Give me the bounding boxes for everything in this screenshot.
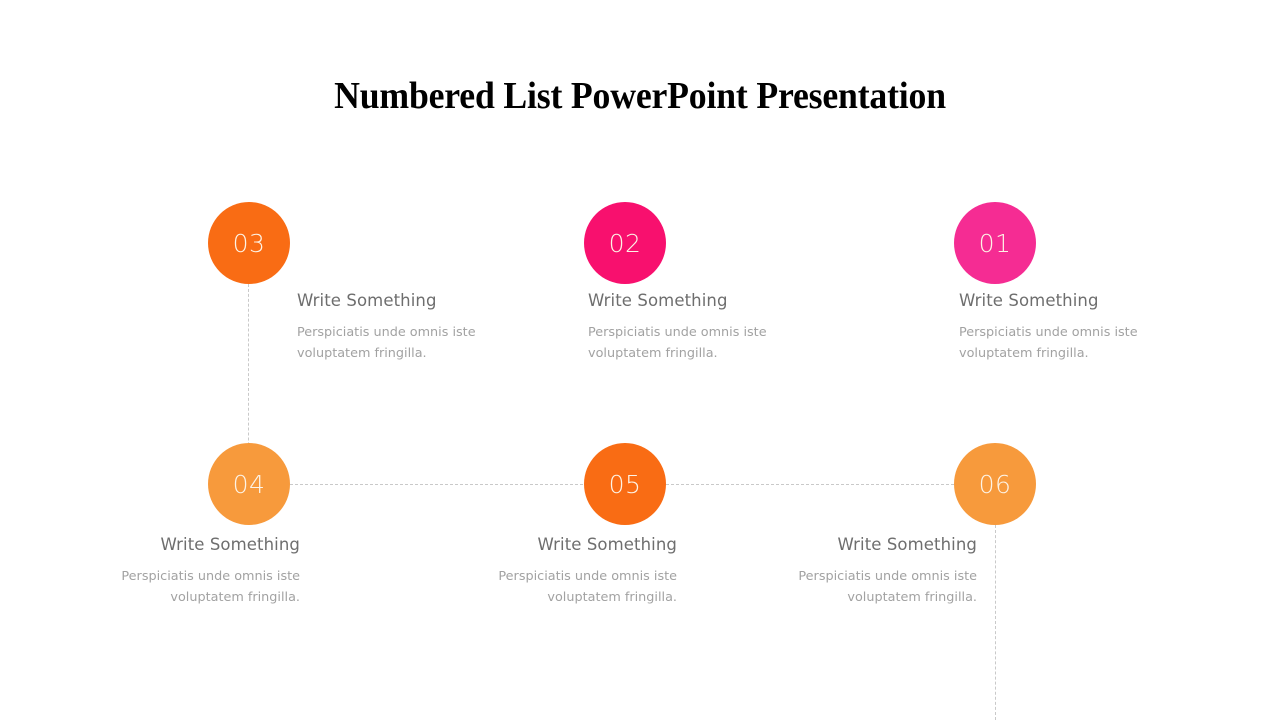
item-text-04: Write Something Perspiciatis unde omnis …: [88, 535, 300, 608]
item-body-06: Perspiciatis unde omnis iste voluptatem …: [798, 569, 977, 605]
number-circle-03-label: 03: [232, 228, 266, 258]
item-text-01: Write Something Perspiciatis unde omnis …: [959, 291, 1171, 364]
item-heading-02: Write Something: [588, 291, 728, 310]
number-circle-04[interactable]: 04: [208, 443, 290, 525]
number-circle-02-label: 02: [608, 228, 642, 258]
item-heading-05: Write Something: [537, 535, 677, 554]
item-heading-06: Write Something: [837, 535, 977, 554]
number-circle-03[interactable]: 03: [208, 202, 290, 284]
number-circle-01[interactable]: 01: [954, 202, 1036, 284]
item-text-06: Write Something Perspiciatis unde omnis …: [765, 535, 977, 608]
item-text-05: Write Something Perspiciatis unde omnis …: [465, 535, 677, 608]
number-circle-04-label: 04: [232, 469, 266, 499]
item-text-03: Write Something Perspiciatis unde omnis …: [297, 291, 509, 364]
item-text-02: Write Something Perspiciatis unde omnis …: [588, 291, 800, 364]
connector-03-to-04: [248, 284, 249, 485]
number-circle-01-label: 01: [978, 228, 1012, 258]
connector-04-to-05: [290, 484, 583, 485]
item-heading-04: Write Something: [160, 535, 300, 554]
number-circle-05[interactable]: 05: [584, 443, 666, 525]
item-heading-01: Write Something: [959, 291, 1099, 310]
item-body-05: Perspiciatis unde omnis iste voluptatem …: [498, 569, 677, 605]
page-title: Numbered List PowerPoint Presentation: [334, 75, 946, 117]
item-body-04: Perspiciatis unde omnis iste voluptatem …: [121, 569, 300, 605]
connector-06-downward: [995, 525, 996, 720]
item-body-03: Perspiciatis unde omnis iste voluptatem …: [297, 325, 476, 361]
item-body-01: Perspiciatis unde omnis iste voluptatem …: [959, 325, 1138, 361]
number-circle-06[interactable]: 06: [954, 443, 1036, 525]
connector-05-to-06: [666, 484, 954, 485]
item-heading-03: Write Something: [297, 291, 437, 310]
item-body-02: Perspiciatis unde omnis iste voluptatem …: [588, 325, 767, 361]
number-circle-02[interactable]: 02: [584, 202, 666, 284]
number-circle-06-label: 06: [978, 469, 1012, 499]
number-circle-05-label: 05: [608, 469, 642, 499]
